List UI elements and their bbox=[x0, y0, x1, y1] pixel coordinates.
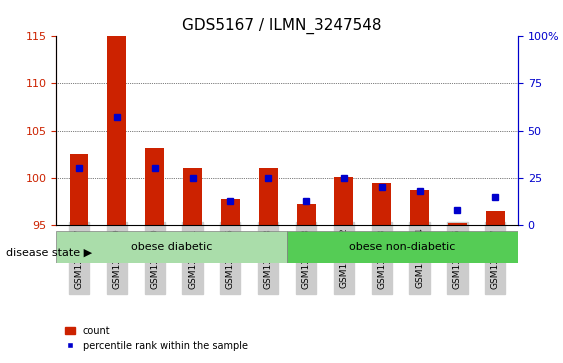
FancyBboxPatch shape bbox=[287, 231, 518, 263]
Bar bbox=[334, 177, 354, 225]
Bar bbox=[108, 36, 126, 225]
FancyBboxPatch shape bbox=[56, 231, 287, 263]
Legend: count, percentile rank within the sample: count, percentile rank within the sample bbox=[61, 322, 252, 355]
Bar bbox=[372, 183, 391, 225]
Bar bbox=[70, 154, 88, 225]
Text: obese diabetic: obese diabetic bbox=[131, 242, 212, 252]
Bar bbox=[259, 168, 278, 225]
Bar bbox=[486, 211, 504, 225]
Bar bbox=[297, 204, 315, 225]
Bar bbox=[145, 148, 164, 225]
Bar bbox=[448, 223, 467, 225]
Bar bbox=[183, 168, 202, 225]
Bar bbox=[221, 199, 240, 225]
Text: obese non-diabetic: obese non-diabetic bbox=[350, 242, 455, 252]
Bar bbox=[410, 190, 429, 225]
Text: disease state ▶: disease state ▶ bbox=[6, 247, 92, 257]
Text: GDS5167 / ILMN_3247548: GDS5167 / ILMN_3247548 bbox=[182, 18, 381, 34]
